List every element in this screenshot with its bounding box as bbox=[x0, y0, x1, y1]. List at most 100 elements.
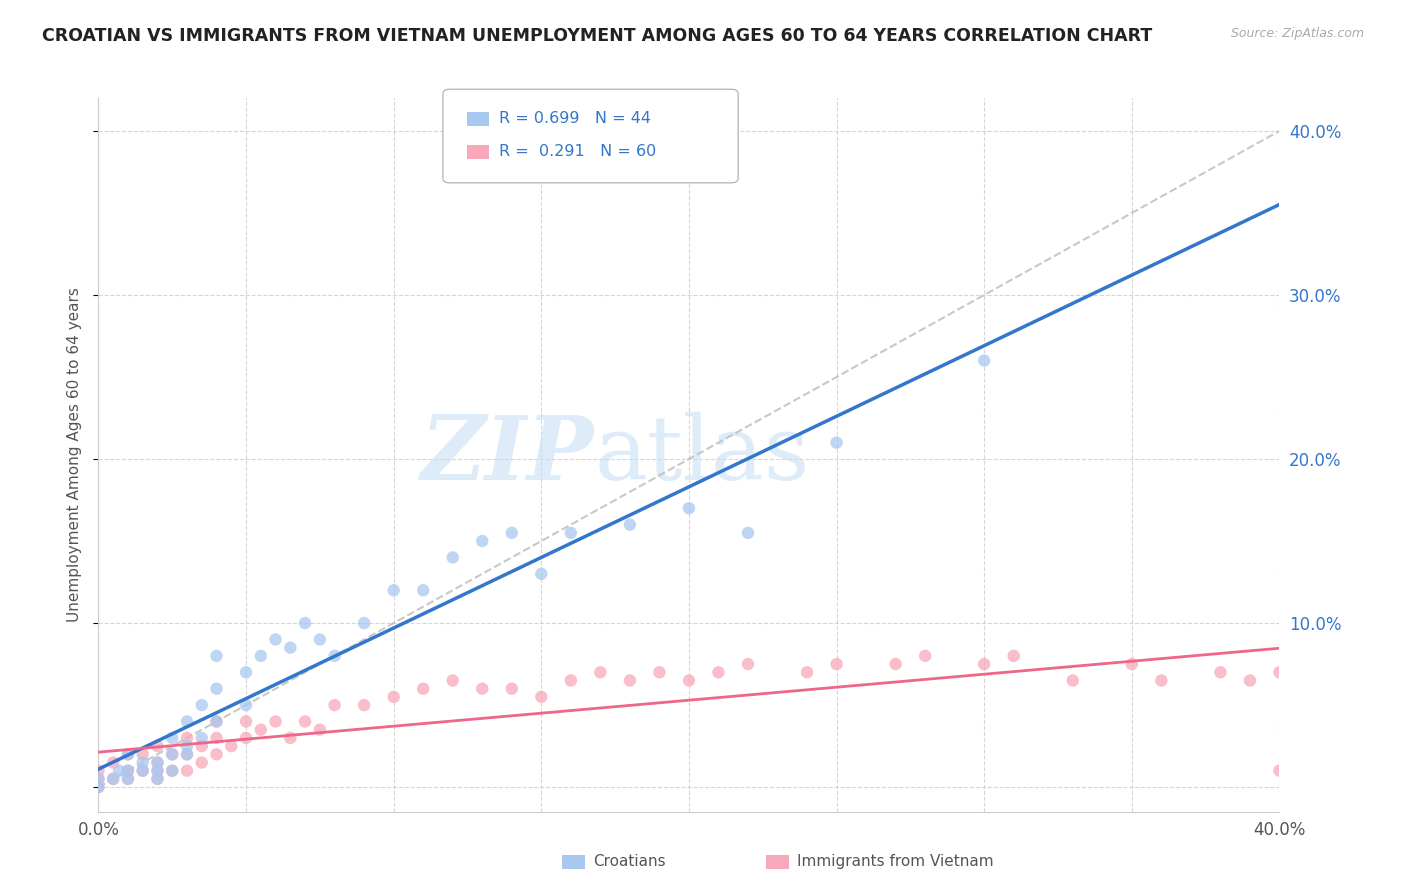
Point bbox=[87, 772, 110, 786]
Point bbox=[353, 616, 375, 631]
Point bbox=[219, 739, 242, 753]
Point bbox=[132, 747, 155, 762]
Point bbox=[589, 665, 612, 680]
Point bbox=[412, 583, 434, 598]
Point bbox=[117, 764, 139, 778]
Text: Croatians: Croatians bbox=[593, 855, 666, 869]
Point bbox=[117, 764, 139, 778]
Point bbox=[191, 731, 214, 745]
Point bbox=[530, 566, 553, 581]
Point bbox=[353, 698, 375, 712]
Point bbox=[132, 756, 155, 770]
Point bbox=[973, 657, 995, 671]
Point bbox=[1062, 673, 1084, 688]
Point bbox=[884, 657, 907, 671]
Point bbox=[250, 723, 273, 737]
Point bbox=[382, 583, 405, 598]
Point bbox=[309, 632, 332, 647]
Y-axis label: Unemployment Among Ages 60 to 64 years: Unemployment Among Ages 60 to 64 years bbox=[67, 287, 83, 623]
Point bbox=[825, 657, 848, 671]
Point bbox=[264, 632, 287, 647]
Point bbox=[176, 764, 198, 778]
Point bbox=[737, 525, 759, 540]
Point bbox=[278, 640, 302, 655]
Point bbox=[796, 665, 818, 680]
Text: R = 0.699   N = 44: R = 0.699 N = 44 bbox=[499, 112, 651, 126]
Point bbox=[825, 435, 848, 450]
Point bbox=[1268, 665, 1291, 680]
Point bbox=[1150, 673, 1173, 688]
Point bbox=[87, 780, 110, 794]
Point bbox=[560, 525, 582, 540]
Point bbox=[441, 673, 464, 688]
Point bbox=[914, 648, 936, 663]
Point bbox=[309, 723, 332, 737]
Point bbox=[191, 698, 214, 712]
Point bbox=[294, 616, 316, 631]
Point bbox=[162, 731, 183, 745]
Point bbox=[146, 756, 169, 770]
Point bbox=[1002, 648, 1025, 663]
Point bbox=[205, 648, 228, 663]
Point bbox=[1121, 657, 1143, 671]
Point bbox=[412, 681, 434, 696]
Point bbox=[530, 690, 553, 704]
Point bbox=[471, 534, 494, 549]
Point bbox=[103, 772, 125, 786]
Point bbox=[205, 747, 228, 762]
Point bbox=[176, 747, 198, 762]
Text: Source: ZipAtlas.com: Source: ZipAtlas.com bbox=[1230, 27, 1364, 40]
Point bbox=[87, 780, 110, 794]
Point bbox=[132, 764, 155, 778]
Point bbox=[176, 739, 198, 753]
Text: R =  0.291   N = 60: R = 0.291 N = 60 bbox=[499, 145, 657, 159]
Point bbox=[117, 772, 139, 786]
Point bbox=[117, 747, 139, 762]
Point bbox=[117, 772, 139, 786]
Point bbox=[205, 714, 228, 729]
Point bbox=[678, 501, 700, 516]
Point bbox=[146, 772, 169, 786]
Point bbox=[235, 698, 257, 712]
Point bbox=[162, 764, 183, 778]
Point bbox=[737, 657, 759, 671]
Point bbox=[501, 681, 523, 696]
Point bbox=[146, 756, 169, 770]
Point bbox=[146, 772, 169, 786]
Point bbox=[191, 756, 214, 770]
Point bbox=[648, 665, 671, 680]
Point bbox=[205, 731, 228, 745]
Point bbox=[87, 772, 110, 786]
Point bbox=[176, 747, 198, 762]
Point bbox=[1268, 764, 1291, 778]
Point bbox=[146, 764, 169, 778]
Point bbox=[108, 764, 131, 778]
Point bbox=[132, 764, 155, 778]
Point bbox=[146, 739, 169, 753]
Text: ZIP: ZIP bbox=[420, 412, 595, 498]
Text: CROATIAN VS IMMIGRANTS FROM VIETNAM UNEMPLOYMENT AMONG AGES 60 TO 64 YEARS CORRE: CROATIAN VS IMMIGRANTS FROM VIETNAM UNEM… bbox=[42, 27, 1153, 45]
Point bbox=[205, 681, 228, 696]
Point bbox=[382, 690, 405, 704]
Point bbox=[560, 673, 582, 688]
Point bbox=[235, 731, 257, 745]
Point bbox=[1209, 665, 1232, 680]
Point bbox=[707, 665, 730, 680]
Point bbox=[294, 714, 316, 729]
Point bbox=[323, 648, 346, 663]
Point bbox=[87, 764, 110, 778]
Point bbox=[191, 739, 214, 753]
Point bbox=[103, 772, 125, 786]
Point bbox=[235, 665, 257, 680]
Point bbox=[501, 525, 523, 540]
Point bbox=[162, 764, 183, 778]
Point bbox=[117, 747, 139, 762]
Text: atlas: atlas bbox=[595, 411, 810, 499]
Point bbox=[278, 731, 302, 745]
Point bbox=[103, 756, 125, 770]
Point bbox=[235, 714, 257, 729]
Point bbox=[264, 714, 287, 729]
Point bbox=[176, 731, 198, 745]
Point bbox=[205, 714, 228, 729]
Point bbox=[250, 648, 273, 663]
